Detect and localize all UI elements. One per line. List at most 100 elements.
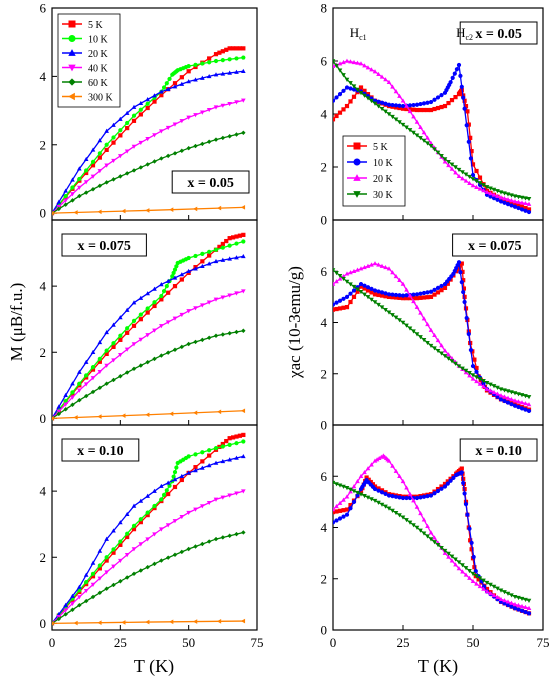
data-point [348,299,353,305]
data-point [145,137,150,142]
data-point [97,151,102,156]
data-point [393,468,399,473]
data-point [348,282,353,287]
data-point [84,373,89,378]
data-point [164,284,169,289]
data-point [442,548,448,553]
data-point [97,356,102,361]
data-point [234,291,239,296]
legend-frame [57,13,121,108]
data-point [77,185,82,190]
data-point [216,205,222,211]
data-point [97,385,103,391]
data-point [446,551,451,556]
data-point [77,381,82,386]
data-point [509,600,514,605]
series-300k [52,205,246,216]
data-point [111,344,116,349]
data-point [169,619,174,625]
data-point [220,241,225,247]
data-point [519,406,525,411]
data-point [477,381,483,386]
data-point [400,515,406,520]
data-point [407,108,413,114]
data-point [152,356,157,362]
data-point [435,488,441,494]
data-point [70,593,75,598]
data-point [418,310,423,315]
data-point [145,619,150,625]
data-point [432,540,437,545]
data-point [498,387,504,392]
y-tick-label: 6 [321,264,328,279]
y-tick-label: 2 [321,160,328,175]
data-point [505,395,511,400]
data-point [491,584,497,589]
data-point [172,484,178,490]
data-point [404,103,409,108]
y-tick-label: 0 [40,411,47,426]
data-point [104,180,109,185]
data-point [77,176,82,182]
data-point [213,258,219,264]
data-point [502,598,507,603]
data-point [131,318,137,323]
data-point [145,510,150,515]
data-point [111,528,116,533]
series-60k [52,328,246,421]
data-point [448,80,453,85]
data-point [474,581,479,586]
data-point [488,191,493,196]
data-point [466,331,471,337]
data-point [358,281,364,287]
y-tick-label: 6 [321,469,328,484]
data-point [439,545,444,551]
data-point [418,495,423,500]
data-point [428,294,434,299]
data-point [526,395,532,400]
data-point [393,103,399,108]
data-point [460,366,465,371]
data-point [63,407,68,412]
data-point [400,293,406,298]
data-point [179,119,185,124]
data-point [351,294,357,299]
data-point [477,175,483,180]
data-point [460,176,465,181]
data-point [461,289,466,295]
data-point [512,601,518,607]
data-point [393,273,399,279]
data-point [333,117,336,122]
panel-right-1: 0 2 4 6 x = 0.075 [321,219,544,433]
data-point [421,290,427,296]
data-point [498,190,504,195]
legend-entry: 300 K [62,93,114,104]
data-point [445,481,450,486]
data-point [439,93,444,98]
data-point [337,298,343,303]
legend-label: 10 K [88,35,109,46]
legend-entry: 20 K [62,49,109,60]
data-point [217,50,222,55]
data-point [432,332,437,338]
legend-label: 40 K [88,64,109,75]
data-point [369,290,374,295]
data-point [362,292,367,297]
data-point [234,100,239,105]
data-point [344,512,350,517]
data-point [138,100,144,106]
data-point [519,400,525,405]
data-point [418,335,423,340]
series-line [52,330,244,419]
data-point [77,388,82,393]
data-point [523,394,528,399]
data-point [463,368,469,373]
data-point [390,463,395,468]
y-tick-label: 4 [40,69,47,84]
data-point [240,205,246,210]
data-point [200,251,205,256]
data-point [70,381,75,386]
data-point [369,262,374,267]
data-point [165,480,171,485]
data-point [344,494,350,499]
